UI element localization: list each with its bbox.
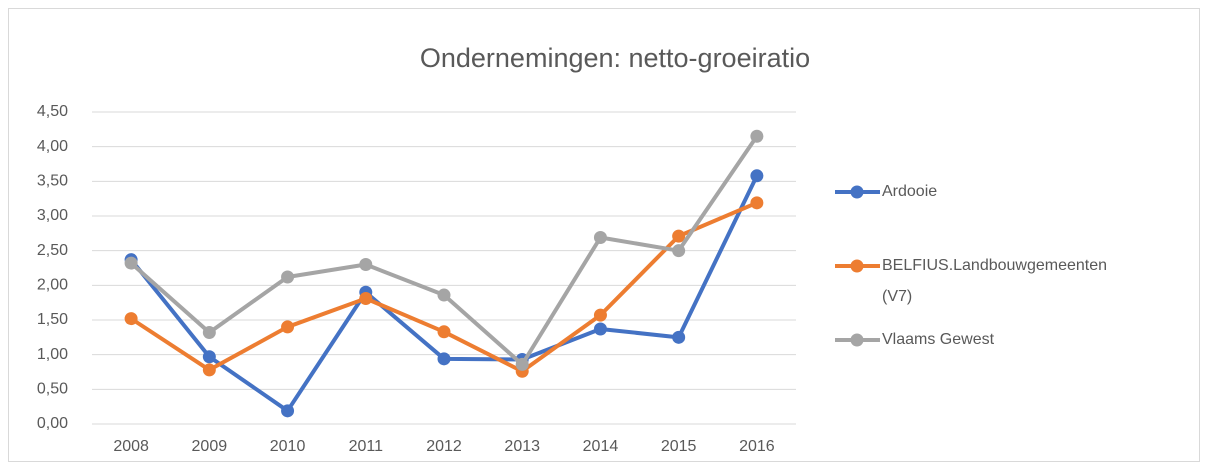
legend-label: Vlaams Gewest	[882, 331, 995, 348]
y-tick-label: 0,50	[37, 381, 68, 398]
y-tick-label: 0,00	[37, 415, 68, 432]
data-point	[672, 330, 686, 344]
legend-label: BELFIUS.Landbouwgemeenten (V7)	[882, 257, 1108, 305]
data-point	[437, 325, 451, 339]
x-tick-label: 2016	[739, 438, 775, 455]
data-point	[515, 357, 529, 371]
data-point	[750, 169, 764, 183]
data-point	[750, 129, 764, 143]
data-point	[593, 230, 607, 244]
y-tick-label: 1,50	[37, 311, 68, 328]
data-point	[202, 363, 216, 377]
x-tick-label: 2014	[583, 438, 619, 455]
data-point	[593, 322, 607, 336]
data-point	[672, 229, 686, 243]
data-point	[281, 320, 295, 334]
data-point	[437, 352, 451, 366]
y-tick-label: 4,00	[37, 138, 68, 155]
legend-label: Ardooie	[882, 183, 938, 200]
legend-marker	[850, 259, 864, 273]
x-tick-label: 2008	[113, 438, 149, 455]
chart-title: Ondernemingen: netto-groeiratio	[420, 43, 810, 73]
data-point	[202, 325, 216, 339]
x-tick-label: 2011	[349, 438, 384, 455]
x-tick-label: 2009	[192, 438, 228, 455]
y-tick-label: 3,00	[37, 207, 68, 224]
data-point	[202, 350, 216, 364]
data-point	[359, 258, 373, 272]
x-tick-label: 2010	[270, 438, 306, 455]
x-tick-label: 2013	[504, 438, 540, 455]
y-tick-label: 3,50	[37, 173, 68, 190]
y-tick-label: 1,00	[37, 346, 68, 363]
data-point	[750, 196, 764, 210]
data-point	[124, 256, 138, 270]
y-tick-label: 2,00	[37, 277, 68, 294]
y-tick-label: 2,50	[37, 242, 68, 259]
data-point	[672, 244, 686, 258]
data-point	[281, 404, 295, 418]
data-point	[281, 270, 295, 284]
x-tick-label: 2012	[426, 438, 462, 455]
data-point	[124, 312, 138, 326]
data-point	[593, 308, 607, 322]
data-point	[359, 292, 373, 306]
y-tick-label: 4,50	[37, 103, 68, 120]
x-tick-label: 2015	[661, 438, 697, 455]
data-point	[437, 288, 451, 302]
legend-marker	[850, 333, 864, 347]
legend-marker	[850, 185, 864, 199]
